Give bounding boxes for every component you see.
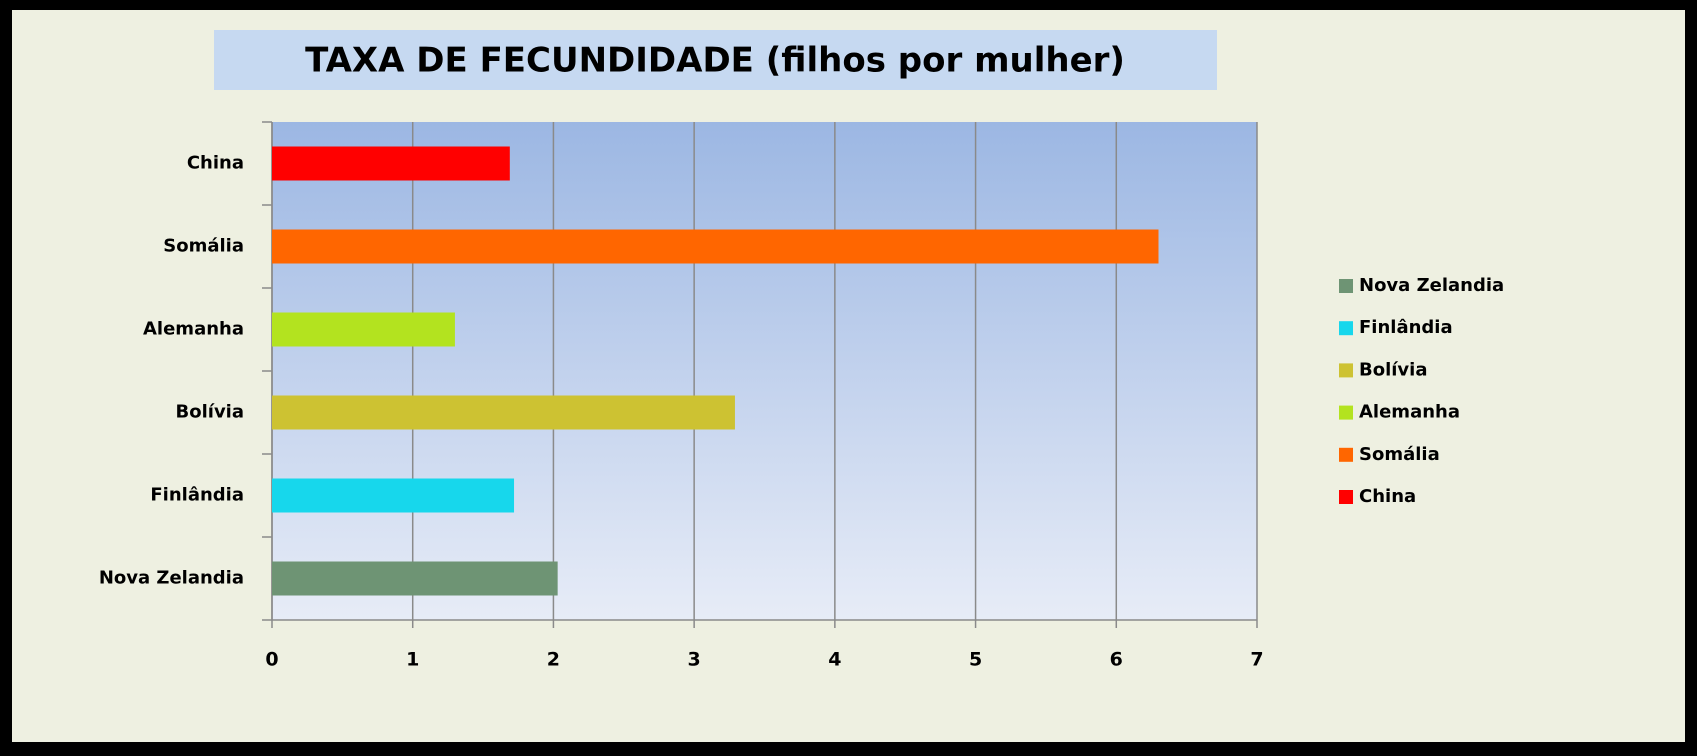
legend-label: Somália — [1359, 444, 1440, 465]
x-tick-label: 3 — [688, 649, 701, 671]
x-tick-label: 5 — [969, 649, 982, 671]
bar — [272, 395, 735, 430]
plot-area — [272, 122, 1257, 620]
x-tick-label: 2 — [547, 649, 560, 671]
y-tick-label: Finlândia — [150, 485, 244, 506]
x-tick-label: 0 — [265, 649, 278, 671]
y-tick-label: Nova Zelandia — [99, 568, 244, 589]
bar — [272, 312, 455, 347]
legend-swatch — [1339, 447, 1353, 462]
legend-label: Bolívia — [1359, 359, 1427, 380]
legend-swatch — [1339, 279, 1353, 293]
x-tick-label: 7 — [1250, 649, 1263, 671]
bar — [272, 478, 515, 513]
legend-label: Finlândia — [1359, 317, 1453, 338]
legend-label: China — [1359, 486, 1416, 507]
bar — [272, 146, 510, 181]
bar — [272, 229, 1159, 264]
y-tick-label: China — [187, 153, 244, 174]
bar — [272, 561, 558, 596]
x-tick-label: 1 — [406, 649, 419, 671]
y-tick-label: Alemanha — [143, 319, 244, 340]
x-tick-label: 6 — [1110, 649, 1123, 671]
legend-swatch — [1339, 321, 1353, 336]
legend-label: Alemanha — [1359, 402, 1460, 423]
x-tick-label: 4 — [828, 649, 841, 671]
legend-label: Nova Zelandia — [1359, 275, 1504, 296]
legend-swatch — [1339, 363, 1353, 378]
y-tick-label: Bolívia — [176, 402, 244, 423]
legend-swatch — [1339, 490, 1353, 504]
y-tick-label: Somália — [163, 236, 244, 257]
legend-swatch — [1339, 405, 1353, 420]
chart-title: TAXA DE FECUNDIDADE (filhos por mulher) — [305, 41, 1125, 81]
title-box — [214, 30, 1217, 90]
